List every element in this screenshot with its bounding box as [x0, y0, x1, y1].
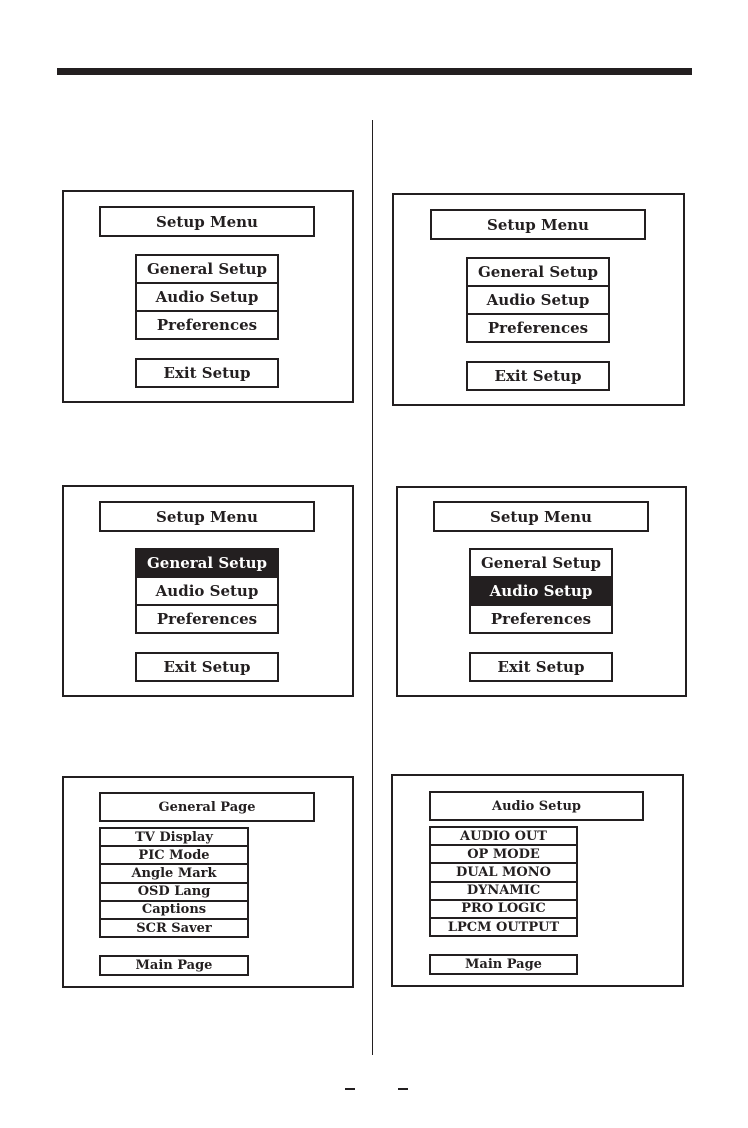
menu-footer-button[interactable]: Main Page	[429, 954, 578, 975]
menu-item[interactable]: Preferences	[466, 313, 610, 343]
menu-screen-panel	[62, 485, 354, 697]
menu-item[interactable]: Preferences	[135, 604, 279, 634]
menu-item[interactable]: PRO LOGIC	[429, 898, 578, 919]
menu-screen-panel	[391, 774, 684, 987]
menu-footer-button[interactable]: Exit Setup	[469, 652, 613, 682]
menu-item[interactable]: General Setup	[135, 254, 279, 284]
menu-footer-button[interactable]: Exit Setup	[135, 358, 279, 388]
menu-item[interactable]: OP MODE	[429, 844, 578, 865]
menu-item[interactable]: Preferences	[469, 604, 613, 634]
menu-item[interactable]: Audio Setup	[135, 282, 279, 312]
menu-item[interactable]: TV Display	[99, 827, 249, 848]
menu-footer-button[interactable]: Exit Setup	[466, 361, 610, 391]
menu-item[interactable]: Angle Mark	[99, 863, 249, 884]
menu-title: Setup Menu	[99, 206, 315, 237]
menu-item[interactable]: Preferences	[135, 310, 279, 340]
menu-screen-panel	[396, 486, 687, 697]
menu-item[interactable]: Audio Setup	[466, 285, 610, 315]
menu-item[interactable]: General Setup	[135, 548, 279, 578]
menu-screen-panel	[62, 776, 354, 988]
menu-title: Setup Menu	[430, 209, 646, 240]
menu-screen-panel	[62, 190, 354, 403]
menu-item[interactable]: LPCM OUTPUT	[429, 917, 578, 938]
menu-item[interactable]: General Setup	[466, 257, 610, 287]
menu-item[interactable]: DYNAMIC	[429, 880, 578, 901]
page-number-dash-right	[398, 1088, 408, 1090]
menu-item[interactable]: Captions	[99, 899, 249, 920]
menu-item[interactable]: AUDIO OUT	[429, 826, 578, 847]
menu-item[interactable]: Audio Setup	[469, 576, 613, 606]
page-number-dash-left	[345, 1088, 355, 1090]
menu-title: Audio Setup	[429, 791, 644, 821]
menu-item[interactable]: PIC Mode	[99, 845, 249, 866]
header-rule	[57, 68, 692, 75]
menu-item[interactable]: OSD Lang	[99, 881, 249, 902]
menu-footer-button[interactable]: Exit Setup	[135, 652, 279, 682]
menu-footer-button[interactable]: Main Page	[99, 955, 249, 976]
column-divider	[372, 120, 373, 1055]
menu-title: General Page	[99, 792, 315, 822]
menu-item[interactable]: General Setup	[469, 548, 613, 578]
menu-title: Setup Menu	[433, 501, 649, 532]
menu-item[interactable]: DUAL MONO	[429, 862, 578, 883]
menu-screen-panel	[392, 193, 685, 406]
menu-item[interactable]: Audio Setup	[135, 576, 279, 606]
menu-item[interactable]: SCR Saver	[99, 918, 249, 939]
menu-title: Setup Menu	[99, 501, 315, 532]
